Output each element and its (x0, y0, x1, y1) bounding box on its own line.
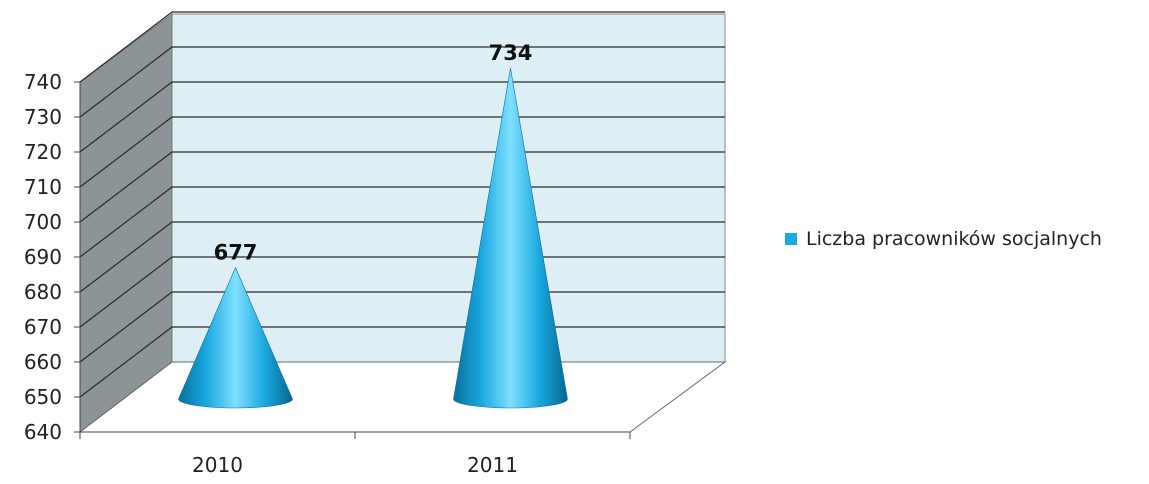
gridline (79, 221, 725, 293)
x-tick-label: 2010 (192, 453, 243, 477)
gridline (79, 81, 725, 153)
gridline (79, 186, 725, 258)
y-tick-label: 730 (24, 105, 62, 129)
chart-marks: 677 734 (178, 41, 568, 409)
x-tick-label: 2011 (467, 453, 518, 477)
gridline (79, 151, 725, 223)
data-label: 734 (489, 41, 533, 65)
y-tick-label: 740 (24, 70, 62, 94)
back-wall (171, 13, 726, 363)
side-wall (79, 13, 173, 434)
y-tick-label: 680 (24, 280, 62, 304)
y-tick-label: 640 (24, 420, 62, 444)
y-tick-label: 670 (24, 315, 62, 339)
cone-bar (178, 266, 293, 409)
legend-swatch (785, 233, 797, 245)
legend: Liczba pracowników socjalnych (785, 228, 1102, 250)
legend-label: Liczba pracowników socjalnych (806, 228, 1102, 250)
chart-walls (78, 13, 727, 434)
floor (78, 361, 727, 433)
y-tick-label: 660 (24, 350, 62, 374)
y-tick-label: 710 (24, 175, 62, 199)
gridline (79, 46, 725, 118)
axes: 640 650 660 670 680 690 700 710 720 730 740 2010 201… (24, 70, 631, 477)
cone-bar (453, 67, 568, 409)
data-label: 677 (214, 241, 258, 265)
y-tick-label: 650 (24, 385, 62, 409)
gridline (79, 11, 725, 83)
y-tick-label: 690 (24, 245, 62, 269)
y-tick-label: 720 (24, 140, 62, 164)
y-tick-label: 700 (24, 210, 62, 234)
gridline (79, 116, 725, 188)
